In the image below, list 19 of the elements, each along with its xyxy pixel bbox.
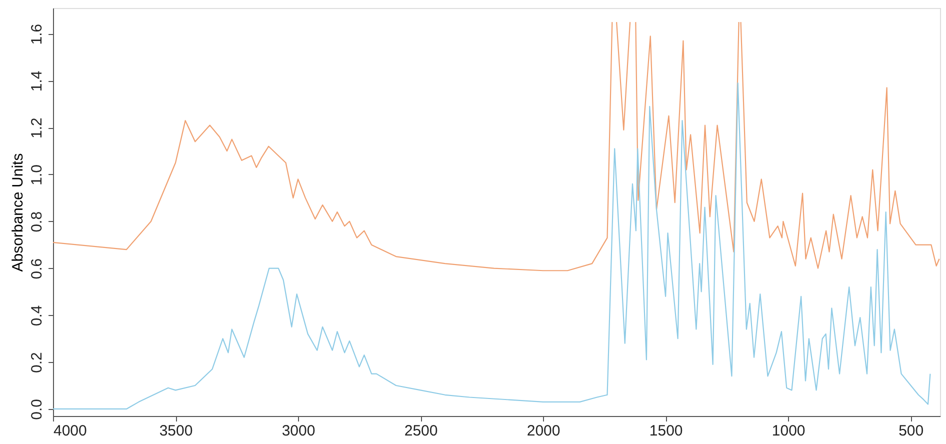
y-tick-label: 1.4 [28,70,46,92]
x-tick-label: 2500 [404,422,438,440]
y-axis-title: Absorbance Units [10,153,26,272]
x-tick-label: 2000 [526,422,560,440]
y-tick-label: 0.4 [28,305,46,326]
y-tick-label: 1.0 [28,164,46,186]
x-tick-label: 1000 [772,422,806,440]
y-tick-label: 0.2 [28,352,46,373]
x-tick-label: 1500 [649,422,683,440]
y-tick-label: 0.6 [28,258,46,280]
x-tick-label: 3000 [282,422,316,440]
y-tick-label: 0.8 [28,211,46,232]
x-tick-label: 4000 [54,422,87,440]
y-tick-label: 1.6 [28,24,46,45]
x-tick-label: 500 [898,422,924,440]
x-tick-label: 3500 [159,422,193,440]
y-tick-label: 0.0 [28,399,46,420]
y-tick-label: 1.2 [28,118,46,139]
line-series [53,82,931,410]
